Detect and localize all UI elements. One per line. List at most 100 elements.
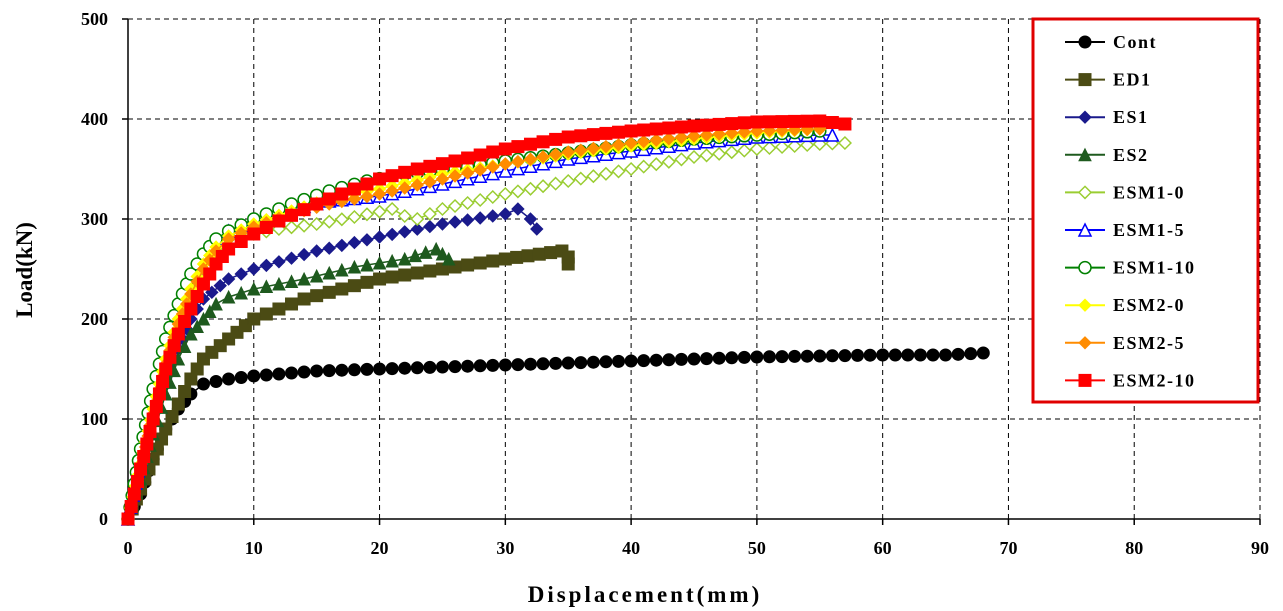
data-point [322,241,336,255]
data-point [687,352,701,366]
data-point [184,302,198,316]
data-point [372,255,387,270]
data-point [347,192,362,206]
data-point [137,450,151,463]
data-point [448,360,462,374]
data-point [586,141,601,156]
data-point [725,351,739,365]
data-point [360,257,374,272]
data-point [165,410,179,423]
data-point [485,189,500,205]
data-point [385,201,400,217]
data-point [423,360,437,374]
data-point [661,154,676,169]
data-point [548,147,563,162]
data-point [410,266,424,280]
data-point [435,246,450,261]
data-point [574,143,588,157]
data-point [184,326,198,341]
data-point [486,145,500,159]
data-point [385,362,399,376]
x-tick-label: 70 [999,538,1017,558]
data-point [347,279,361,293]
data-point [372,187,387,201]
data-point [750,350,764,364]
data-point [775,115,789,129]
data-point [372,230,387,244]
data-point [196,311,211,326]
data-point [612,125,626,139]
data-point [536,357,550,371]
data-point [285,297,299,311]
data-point [624,124,638,138]
data-point [498,252,512,266]
data-point [951,347,965,361]
data-point [511,140,525,154]
data-point [209,296,223,311]
legend-box [1031,17,1260,404]
data-point [335,363,349,377]
data-point [234,267,248,281]
data-point [398,181,412,195]
data-point [762,123,777,138]
data-point [373,362,387,376]
data-point [813,349,827,363]
data-point [523,137,537,151]
data-point [636,134,651,149]
data-point [473,256,487,270]
legend: Cont ED1 ES1 ES2 ESM1-0 ESM1-5 ESM1-10 ESM2-0 ES… [1031,17,1260,404]
data-point [750,115,764,129]
data-point [347,259,362,274]
data-point [561,130,575,144]
data-point [435,172,450,186]
x-tick-label: 20 [371,538,389,558]
data-point [1077,185,1093,200]
data-point [310,364,324,378]
data-point [486,209,500,223]
data-point [586,169,601,184]
data-point [686,149,702,165]
data-point [712,351,726,365]
data-point [498,142,512,156]
data-point [523,152,538,166]
data-point [649,122,663,136]
data-point [335,262,349,277]
data-point [259,368,273,382]
data-point [838,117,852,131]
data-point [888,348,902,362]
data-point [498,157,513,171]
data-point [611,138,626,152]
data-point [724,145,739,160]
y-tick-label: 100 [81,409,108,429]
data-point [435,201,450,217]
data-point [297,292,311,306]
data-point [737,143,752,158]
y-tick-label: 500 [81,9,108,29]
data-point [259,307,273,321]
data-point [530,222,544,236]
data-point [385,184,399,198]
data-point [448,154,462,168]
data-point [322,192,336,206]
data-point [202,304,217,318]
data-point [259,258,274,273]
data-point [297,218,312,233]
data-point [510,250,524,264]
data-point [385,169,399,183]
data-point [171,327,185,341]
data-point [167,339,181,353]
data-point [511,358,525,372]
data-point [460,166,475,180]
data-point [297,271,311,286]
data-point [825,349,839,363]
data-point [408,248,423,263]
legend-label: ED1 [1113,70,1152,90]
data-point [213,278,227,293]
series-group [120,114,990,527]
data-point [523,181,538,196]
data-point [486,358,500,372]
data-point [347,235,362,250]
data-point [536,135,550,149]
data-point [1078,336,1092,350]
data-point [573,171,588,186]
